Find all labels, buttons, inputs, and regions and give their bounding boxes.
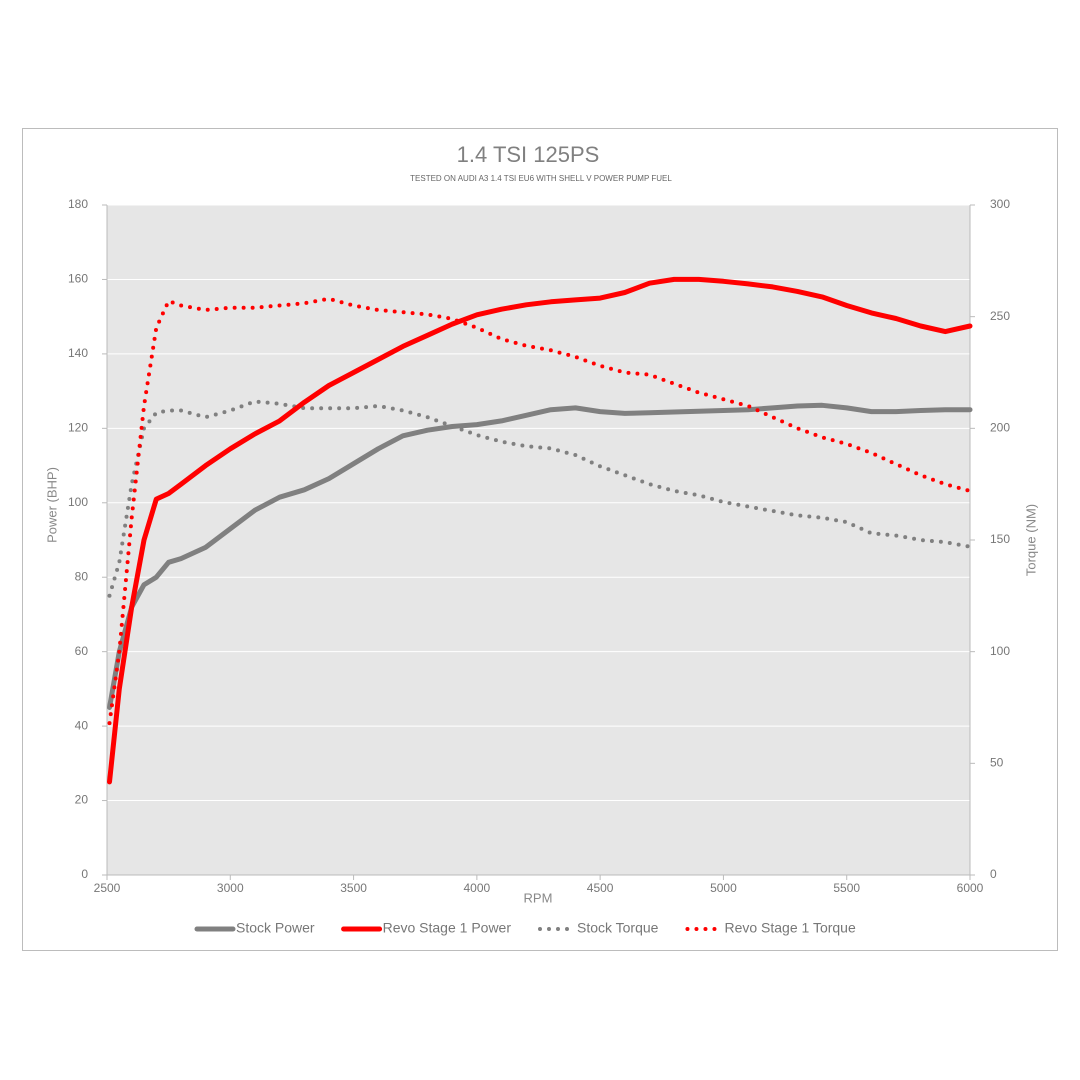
y2-tick-label: 100 — [990, 644, 1010, 658]
series-line — [107, 296, 972, 726]
y-tick-label: 120 — [68, 421, 88, 435]
y2-tick-label: 250 — [990, 309, 1010, 323]
x-tick-label: 3000 — [217, 881, 244, 895]
series-line — [107, 402, 973, 710]
y-tick-label: 100 — [68, 495, 88, 509]
y2-axis-title: Torque (NM) — [1023, 504, 1038, 576]
y2-tick-label: 200 — [990, 421, 1010, 435]
x-tick-label: 3500 — [340, 881, 367, 895]
legend-label: Stock Torque — [577, 920, 659, 936]
series-line — [107, 399, 972, 598]
y-tick-label: 40 — [75, 718, 89, 732]
x-tick-label: 2500 — [94, 881, 121, 895]
x-tick-label: 4000 — [464, 881, 491, 895]
x-tick-label: 5000 — [710, 881, 737, 895]
x-tick-label: 5500 — [833, 881, 860, 895]
y-tick-label: 60 — [75, 644, 89, 658]
chart-subtitle: TESTED ON AUDI A3 1.4 TSI EU6 WITH SHELL… — [410, 174, 672, 183]
x-tick-label: 6000 — [957, 881, 984, 895]
y2-tick-label: 0 — [990, 867, 997, 881]
series-line — [107, 276, 973, 785]
y-tick-label: 180 — [68, 197, 88, 211]
y-tick-label: 80 — [75, 569, 89, 583]
y-tick-label: 0 — [81, 867, 88, 881]
legend-label: Revo Stage 1 Torque — [724, 920, 855, 936]
x-axis-title: RPM — [524, 890, 553, 905]
legend-label: Stock Power — [236, 920, 315, 936]
y-axis-title: Power (BHP) — [44, 467, 59, 543]
legend-label: Revo Stage 1 Power — [383, 920, 512, 936]
y2-tick-label: 300 — [990, 197, 1010, 211]
x-tick-label: 4500 — [587, 881, 614, 895]
y-tick-label: 140 — [68, 346, 88, 360]
y2-tick-label: 150 — [990, 532, 1010, 546]
plot-area — [107, 205, 970, 875]
y-tick-label: 20 — [75, 793, 89, 807]
y2-tick-label: 50 — [990, 756, 1004, 770]
chart-title: 1.4 TSI 125PS — [457, 142, 600, 167]
y-tick-label: 160 — [68, 272, 88, 286]
